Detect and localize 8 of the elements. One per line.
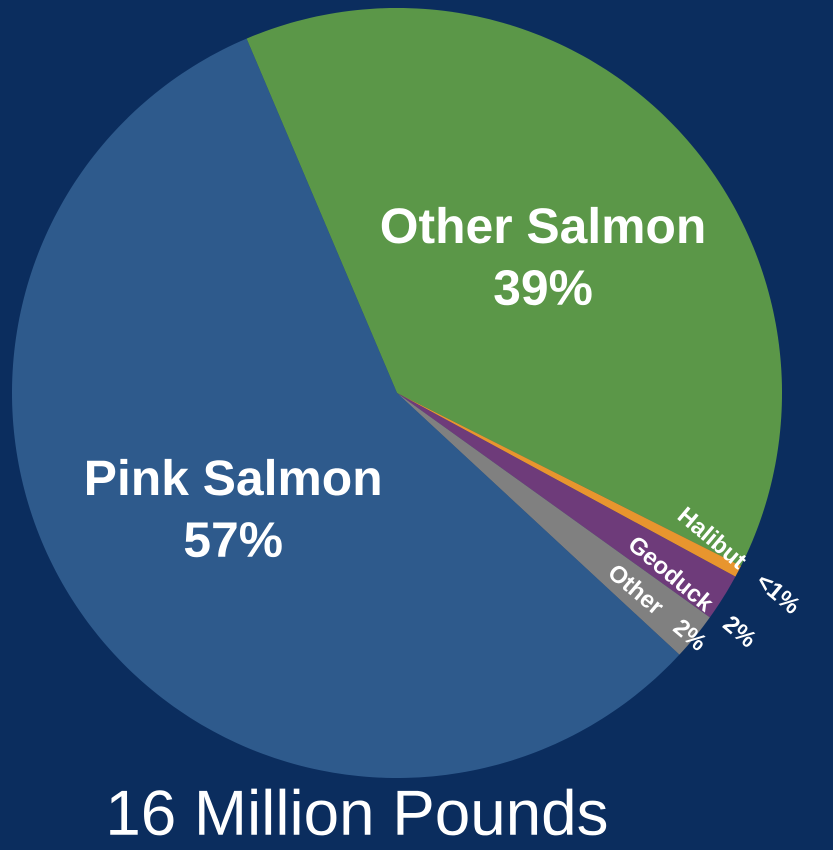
data-label: 39% <box>494 270 592 306</box>
slice-label: Pink Salmon <box>87 458 380 496</box>
data-label: 2% <box>672 620 706 650</box>
data-label: 2% <box>722 616 756 647</box>
slice-label: Other Salmon <box>382 206 704 244</box>
text: 16 Million Pounds <box>110 788 606 836</box>
data-label: 57% <box>184 522 282 558</box>
data-label: <1% <box>759 577 800 614</box>
